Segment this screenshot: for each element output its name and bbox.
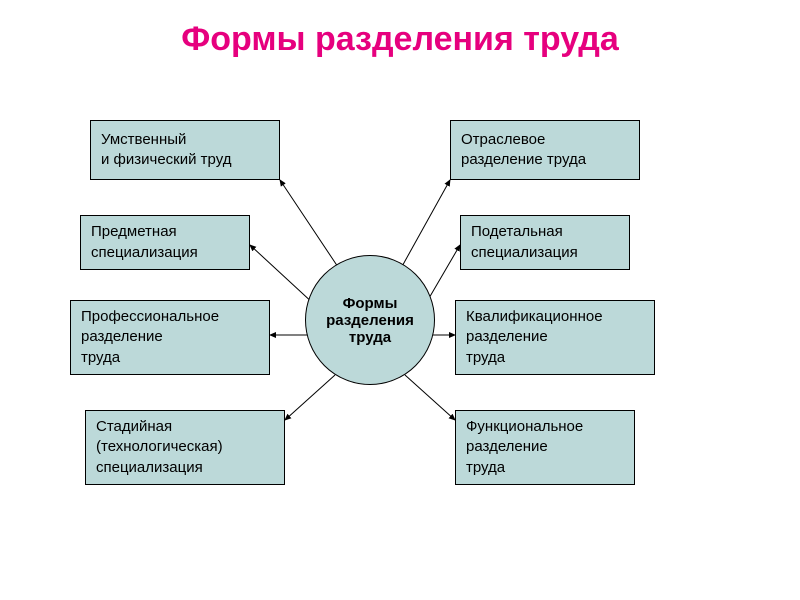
box-b2-line-1: разделение труда xyxy=(461,150,586,170)
box-b4-line-0: Подетальная xyxy=(471,222,563,242)
page-title: Формы разделения труда xyxy=(0,20,800,59)
box-b5-line-0: Профессиональное xyxy=(81,307,219,327)
box-b5: Профессиональноеразделениетруда xyxy=(70,300,270,375)
box-b7-line-1: (технологическая) xyxy=(96,437,223,457)
box-b3-line-1: специализация xyxy=(91,243,198,263)
box-b6-line-2: труда xyxy=(466,348,505,368)
edge-1 xyxy=(400,180,450,270)
edge-2 xyxy=(250,245,315,305)
box-b7-line-2: специализация xyxy=(96,458,203,478)
box-b4-line-1: специализация xyxy=(471,243,578,263)
center-line-1: Формы xyxy=(343,295,398,312)
box-b8-line-0: Функциональное xyxy=(466,417,583,437)
edge-0 xyxy=(280,180,340,270)
box-b6-line-1: разделение xyxy=(466,327,548,347)
box-b1-line-1: и физический труд xyxy=(101,150,231,170)
box-b3-line-0: Предметная xyxy=(91,222,177,242)
box-b6-line-0: Квалификационное xyxy=(466,307,603,327)
box-b1: Умственныйи физический труд xyxy=(90,120,280,180)
box-b1-line-0: Умственный xyxy=(101,130,186,150)
box-b6: Квалификационноеразделениетруда xyxy=(455,300,655,375)
box-b7-line-0: Стадийная xyxy=(96,417,172,437)
center-line-2: разделения xyxy=(326,312,414,329)
edge-6 xyxy=(285,375,335,420)
box-b2-line-0: Отраслевое xyxy=(461,130,545,150)
box-b2: Отраслевоеразделение труда xyxy=(450,120,640,180)
box-b7: Стадийная(технологическая)специализация xyxy=(85,410,285,485)
box-b8: Функциональноеразделениетруда xyxy=(455,410,635,485)
box-b3: Предметнаяспециализация xyxy=(80,215,250,270)
box-b5-line-2: труда xyxy=(81,348,120,368)
box-b8-line-2: труда xyxy=(466,458,505,478)
box-b4: Подетальнаяспециализация xyxy=(460,215,630,270)
box-b8-line-1: разделение xyxy=(466,437,548,457)
center-line-3: труда xyxy=(349,329,391,346)
edge-7 xyxy=(405,375,455,420)
center-node: Формы разделения труда xyxy=(305,255,435,385)
box-b5-line-1: разделение xyxy=(81,327,163,347)
